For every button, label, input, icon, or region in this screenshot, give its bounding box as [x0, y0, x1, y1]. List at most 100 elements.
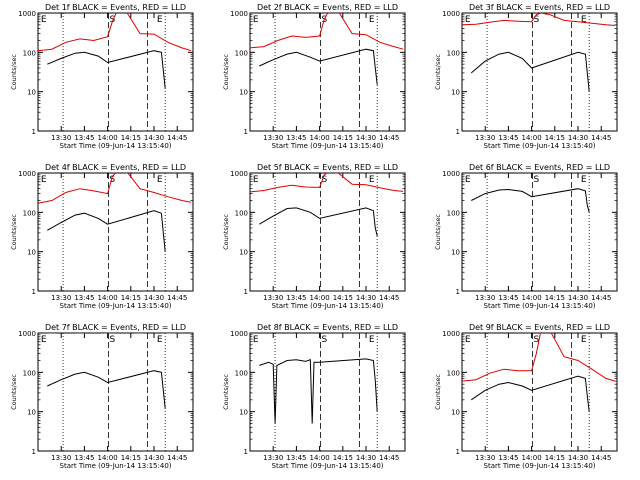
x-tick-label: 13:45: [498, 454, 518, 462]
x-tick-label: 13:30: [475, 134, 495, 142]
y-tick-label: 10: [27, 249, 36, 257]
y-tick-label: 100: [23, 49, 36, 57]
y-tick-label: 10: [239, 89, 248, 97]
x-tick-label: 14:15: [545, 294, 565, 302]
x-tick-label: 14:30: [568, 294, 588, 302]
panel-title: Det 7f BLACK = Events, RED = LLD: [45, 323, 186, 332]
x-axis-label: Start Time (09-Jun-14 13:15:40): [272, 142, 384, 150]
panel-title: Det 4f BLACK = Events, RED = LLD: [45, 163, 186, 172]
marker-label-s: S: [322, 335, 328, 345]
y-axis-label: Counts/sec: [434, 374, 442, 410]
panel-title: Det 2f BLACK = Events, RED = LLD: [257, 3, 398, 12]
x-tick-label: 14:45: [379, 134, 399, 142]
x-tick-label: 14:30: [356, 294, 376, 302]
panel-title: Det 9f BLACK = Events, RED = LLD: [469, 323, 610, 332]
y-tick-label: 10: [27, 89, 36, 97]
panel-title: Det 1f BLACK = Events, RED = LLD: [45, 3, 186, 12]
x-tick-label: 14:30: [144, 294, 164, 302]
lld-series-line: [462, 333, 616, 382]
events-series-line: [259, 207, 378, 237]
x-tick-label: 14:00: [310, 454, 330, 462]
panel-4: Det 4f BLACK = Events, RED = LLD 1 10 100 10…: [10, 163, 194, 310]
y-tick-label: 1000: [18, 10, 36, 18]
panel-9: Det 9f BLACK = Events, RED = LLD 1 10 100 10…: [434, 323, 618, 470]
events-series-line: [471, 188, 590, 213]
x-tick-label: 13:45: [498, 294, 518, 302]
panel-7: Det 7f BLACK = Events, RED = LLD 1 10 100 10…: [10, 323, 194, 470]
events-series-line: [259, 48, 378, 85]
y-tick-label: 1: [456, 288, 460, 296]
panel-title: Det 8f BLACK = Events, RED = LLD: [257, 323, 398, 332]
x-tick-label: 14:15: [333, 294, 353, 302]
y-tick-label: 1000: [442, 10, 460, 18]
x-tick-label: 14:30: [356, 134, 376, 142]
y-tick-label: 1: [244, 448, 248, 456]
x-tick-label: 14:00: [522, 454, 542, 462]
events-series-line: [47, 370, 166, 409]
marker-label-s: S: [110, 175, 116, 185]
y-tick-label: 100: [447, 369, 460, 377]
x-tick-label: 14:45: [379, 454, 399, 462]
y-axis-label: Counts/sec: [10, 214, 18, 250]
marker-label-e: E: [369, 335, 375, 345]
y-axis-label: Counts/sec: [10, 54, 18, 90]
x-tick-label: 13:30: [263, 134, 283, 142]
y-axis-label: Counts/sec: [222, 54, 230, 90]
x-tick-label: 13:30: [475, 454, 495, 462]
x-tick-label: 14:30: [144, 134, 164, 142]
panel-title: Det 6f BLACK = Events, RED = LLD: [469, 163, 610, 172]
marker-label-e: E: [581, 175, 587, 185]
x-tick-label: 14:45: [167, 134, 187, 142]
y-tick-label: 1: [32, 288, 36, 296]
events-series-line: [470, 51, 590, 92]
y-tick-label: 10: [239, 249, 248, 257]
x-tick-label: 14:15: [545, 454, 565, 462]
lld-series-line: [462, 13, 616, 26]
marker-label-e: E: [157, 175, 163, 185]
y-tick-label: 10: [239, 409, 248, 417]
y-tick-label: 100: [447, 209, 460, 217]
plot-frame: [37, 172, 194, 292]
y-tick-label: 1: [244, 128, 248, 136]
panel-2: Det 2f BLACK = Events, RED = LLD 1 10 100 10…: [222, 3, 406, 150]
y-tick-label: 10: [27, 409, 36, 417]
x-axis-label: Start Time (09-Jun-14 13:15:40): [484, 142, 596, 150]
plot-frame: [249, 172, 406, 292]
x-tick-label: 13:30: [263, 294, 283, 302]
x-tick-label: 13:45: [74, 454, 94, 462]
x-tick-label: 14:30: [568, 454, 588, 462]
x-tick-label: 14:45: [591, 294, 611, 302]
y-tick-label: 10: [451, 409, 460, 417]
panel-8: Det 8f BLACK = Events, RED = LLD 1 10 100 10…: [222, 323, 406, 470]
y-axis-label: Counts/sec: [222, 214, 230, 250]
x-tick-label: 14:00: [98, 134, 118, 142]
marker-label-e: E: [41, 15, 47, 25]
panel-6: Det 6f BLACK = Events, RED = LLD 1 10 100 10…: [434, 163, 618, 310]
y-tick-label: 10: [451, 249, 460, 257]
panel-3: Det 3f BLACK = Events, RED = LLD 1 10 100 10…: [434, 3, 618, 150]
x-tick-label: 14:15: [545, 134, 565, 142]
marker-label-e: E: [581, 15, 587, 25]
x-tick-label: 14:15: [121, 134, 141, 142]
y-tick-label: 1000: [230, 170, 248, 178]
marker-label-e: E: [581, 335, 587, 345]
x-tick-label: 13:30: [263, 454, 283, 462]
y-tick-label: 1: [32, 448, 36, 456]
plot-frame: [37, 332, 194, 452]
x-axis-label: Start Time (09-Jun-14 13:15:40): [60, 142, 172, 150]
y-tick-label: 100: [235, 49, 248, 57]
marker-label-e: E: [157, 335, 163, 345]
panel-1: Det 1f BLACK = Events, RED = LLD 1 10 100 10…: [10, 3, 194, 150]
panel-5: Det 5f BLACK = Events, RED = LLD 1 10 100 10…: [222, 163, 406, 310]
x-tick-label: 14:15: [333, 454, 353, 462]
x-axis-label: Start Time (09-Jun-14 13:15:40): [272, 462, 384, 470]
y-tick-label: 1000: [230, 330, 248, 338]
x-tick-label: 14:00: [310, 134, 330, 142]
x-tick-label: 14:00: [98, 294, 118, 302]
y-tick-label: 10: [451, 89, 460, 97]
lld-series-line: [38, 173, 192, 204]
x-tick-label: 14:30: [356, 454, 376, 462]
y-axis-label: Counts/sec: [10, 374, 18, 410]
marker-label-e: E: [41, 175, 47, 185]
marker-label-e: E: [157, 15, 163, 25]
